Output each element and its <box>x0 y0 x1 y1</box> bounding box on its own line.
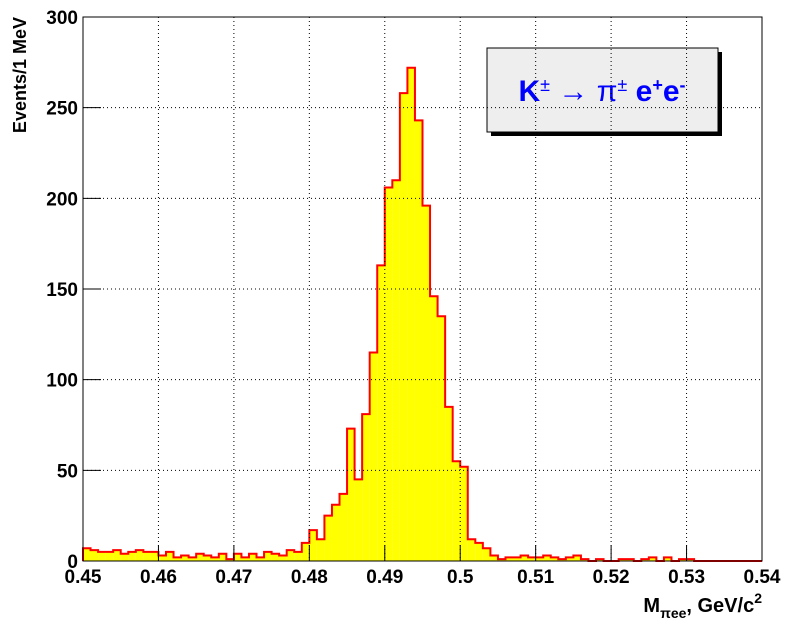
bar <box>399 93 408 561</box>
bar <box>535 557 544 561</box>
bar <box>324 515 332 561</box>
x-tick-label: 0.52 <box>593 567 630 588</box>
y-tick-label: 200 <box>46 189 78 210</box>
bar <box>392 180 400 561</box>
bar <box>105 551 114 561</box>
x-axis-label: Mπee, GeV/c2 <box>643 590 762 621</box>
y-tick-label: 300 <box>46 8 78 29</box>
bar <box>316 539 325 561</box>
bar <box>437 316 446 561</box>
bar <box>460 466 468 561</box>
bar <box>271 553 280 561</box>
y-tick-label: 100 <box>46 371 78 392</box>
plot-frame <box>82 16 763 562</box>
bar <box>83 548 91 561</box>
bar <box>505 557 514 561</box>
bar <box>294 551 302 561</box>
bar <box>482 548 491 561</box>
y-axis-label: Events/1 MeV <box>10 17 30 133</box>
bar <box>565 557 574 561</box>
bar <box>475 542 483 561</box>
x-tick-label: 0.5 <box>447 567 474 588</box>
x-tick-label: 0.47 <box>215 567 252 588</box>
bar <box>113 550 121 561</box>
y-tick-label: 0 <box>67 552 78 573</box>
bar <box>309 530 317 561</box>
bar <box>301 542 310 561</box>
y-tick-label: 50 <box>57 461 78 482</box>
bar <box>513 557 521 561</box>
x-tick-label: 0.51 <box>517 567 554 588</box>
bar <box>135 550 144 561</box>
bar <box>354 479 363 561</box>
x-tick-label: 0.48 <box>291 567 328 588</box>
bar <box>233 553 242 561</box>
bar <box>98 551 106 561</box>
bar <box>407 67 415 562</box>
bar <box>663 557 672 561</box>
bar <box>211 557 219 561</box>
y-tick-label: 250 <box>46 99 78 120</box>
bar <box>286 550 295 561</box>
bar <box>150 551 159 561</box>
annotation: K± → π± e+e- <box>518 75 685 108</box>
bar <box>422 205 431 561</box>
bar <box>414 120 423 562</box>
bar <box>347 428 355 561</box>
bar <box>520 555 529 561</box>
bar <box>445 406 453 561</box>
bar <box>196 553 204 561</box>
bar <box>256 557 265 561</box>
bar <box>369 352 378 561</box>
bar <box>339 493 348 561</box>
histogram-outline <box>82 66 762 562</box>
bar <box>279 555 287 561</box>
bar <box>143 551 151 561</box>
bar <box>467 539 476 561</box>
bar <box>550 557 559 561</box>
bar <box>331 504 340 561</box>
bar <box>218 553 227 561</box>
bar <box>241 557 249 561</box>
bar <box>573 555 581 561</box>
bar <box>188 557 197 561</box>
bar <box>452 461 461 561</box>
bar <box>181 555 189 561</box>
bar <box>128 551 136 561</box>
bar <box>528 557 536 561</box>
annotation-box <box>486 47 719 133</box>
bar <box>362 414 370 561</box>
bar <box>90 550 99 561</box>
bar <box>120 553 129 561</box>
bar <box>648 557 657 561</box>
bar <box>384 187 393 561</box>
bar <box>430 296 438 561</box>
bar <box>264 551 272 561</box>
bar <box>158 555 166 561</box>
bar <box>248 553 257 561</box>
bar <box>203 555 212 561</box>
bar <box>490 555 498 561</box>
bar <box>165 551 174 561</box>
bar <box>173 557 182 561</box>
bar <box>377 265 385 561</box>
bar <box>543 555 551 561</box>
x-tick-label: 0.46 <box>140 567 177 588</box>
x-tick-label: 0.45 <box>65 567 102 588</box>
x-tick-label: 0.53 <box>668 567 705 588</box>
x-tick-label: 0.49 <box>366 567 403 588</box>
x-tick-label: 0.54 <box>744 567 781 588</box>
y-tick-label: 150 <box>46 280 78 301</box>
